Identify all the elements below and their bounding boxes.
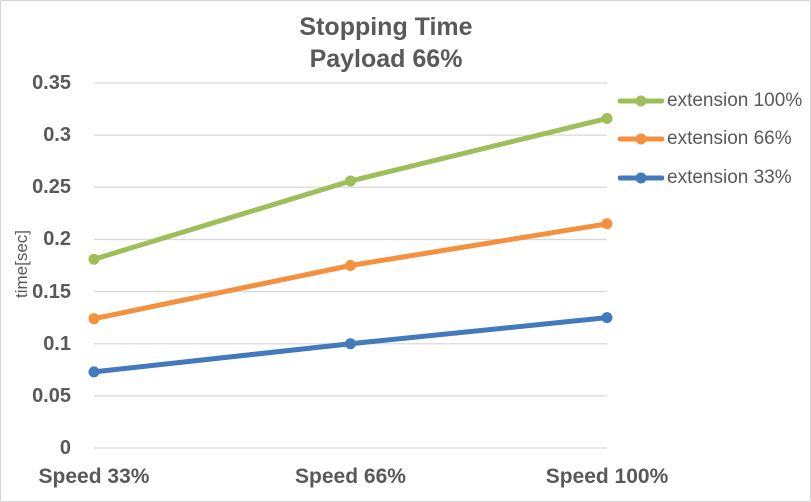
x-axis-label-speed-100: Speed 100% xyxy=(545,465,669,488)
legend-item-extension-33: extension 33% xyxy=(618,166,792,190)
legend-item-extension-66: extension 66% xyxy=(618,127,792,151)
y-tick-label: 0.3 xyxy=(43,124,71,147)
y-tick-label: 0.15 xyxy=(32,280,71,303)
legend-label: extension 66% xyxy=(667,128,792,149)
y-tick-label: 0.05 xyxy=(32,384,71,407)
data-point-extension-100-speed-100 xyxy=(601,112,613,124)
chart-title-line1: Stopping Time xyxy=(299,13,473,41)
data-point-extension-100-speed-66 xyxy=(345,175,356,187)
data-point-extension-66-speed-100 xyxy=(601,218,613,230)
legend-dot xyxy=(635,95,647,107)
chart-title: Stopping Time Payload 66% xyxy=(1,11,771,75)
x-axis-label-speed-33: Speed 33% xyxy=(38,465,150,488)
data-point-extension-66-speed-66 xyxy=(345,260,356,271)
legend-marker-icon xyxy=(618,95,664,107)
data-point-extension-66-speed-33 xyxy=(88,313,100,325)
data-point-extension-100-speed-33 xyxy=(88,253,100,265)
legend-label: extension 33% xyxy=(667,167,792,188)
legend-item-extension-100: extension 100% xyxy=(618,89,802,113)
y-tick-label: 0.2 xyxy=(43,228,71,251)
legend-label: extension 100% xyxy=(667,90,803,111)
data-point-extension-33-speed-33 xyxy=(88,366,100,378)
chart-title-line2: Payload 66% xyxy=(309,45,463,73)
y-tick-label: 0.35 xyxy=(32,72,71,94)
y-tick-label: 0 xyxy=(59,437,71,459)
legend-marker-icon xyxy=(618,172,664,184)
data-point-extension-33-speed-100 xyxy=(601,312,613,324)
y-tick-label: 0.1 xyxy=(43,332,71,355)
y-axis-title: time[sec] xyxy=(12,229,31,299)
data-point-extension-33-speed-66 xyxy=(345,338,356,350)
legend-dot xyxy=(635,133,647,145)
x-axis-label-speed-66: Speed 66% xyxy=(295,465,406,488)
legend-dot xyxy=(635,172,647,184)
y-tick-label: 0.25 xyxy=(32,176,71,199)
legend-marker-icon xyxy=(618,133,664,145)
